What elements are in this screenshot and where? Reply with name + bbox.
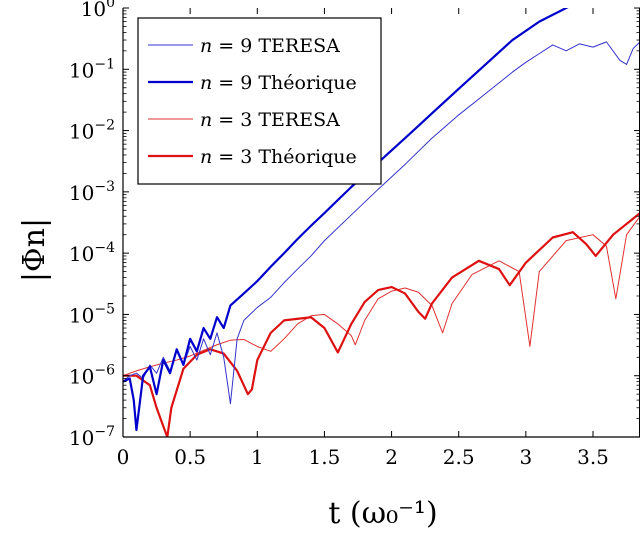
y-tick-exponent: −7 [94,424,115,440]
x-tick-label: 0.5 [174,445,206,469]
x-tick-label: 2.5 [443,445,475,469]
legend-series-text: = 9 Théorique [212,72,357,94]
y-tick-base: 10 [69,58,94,82]
y-tick-base: 10 [81,0,106,21]
x-tick-label: 0 [117,445,130,469]
legend-series-text: = 3 TERESA [212,109,340,131]
legend-n-symbol: n [200,109,212,131]
y-tick-label: 10−6 [69,363,115,389]
x-tick-label: 1 [251,445,264,469]
x-tick-label: 1.5 [309,445,341,469]
x-tick-label: 3.5 [577,445,609,469]
y-tick-label: 10−1 [69,56,115,82]
x-tick-label: 2 [385,445,398,469]
series-line-2 [123,8,569,432]
y-tick-base: 10 [69,242,94,266]
series-line-4 [123,212,640,437]
legend-n-symbol: n [200,72,212,94]
y-tick-base: 10 [69,181,94,205]
series-line-3 [123,215,640,377]
y-tick-label: 10−5 [69,301,115,327]
y-tick-label: 10−3 [69,179,115,205]
legend-n-symbol: n [200,146,212,168]
y-axis-title: |Φn| [17,218,52,282]
legend-label-4: n = 3 Théorique [200,146,357,168]
y-tick-exponent: −2 [94,118,115,134]
y-tick-label: 100 [81,0,115,21]
legend-series-text: = 3 Théorique [212,146,357,168]
y-tick-exponent: 0 [106,0,115,11]
legend-label-2: n = 9 Théorique [200,72,357,94]
y-tick-base: 10 [69,365,94,389]
y-tick-exponent: −5 [94,301,115,317]
y-tick-exponent: −3 [94,179,115,195]
y-tick-base: 10 [69,426,94,450]
y-tick-base: 10 [69,120,94,144]
y-tick-exponent: −6 [94,363,115,379]
legend-series-text: = 9 TERESA [212,35,340,57]
x-axis-title: t (ω₀⁻¹) [328,496,437,531]
y-tick-label: 10−7 [69,424,115,450]
y-tick-label: 10−2 [69,118,115,144]
y-tick-base: 10 [69,303,94,327]
legend-label-1: n = 9 TERESA [200,35,340,57]
y-tick-exponent: −4 [94,240,115,256]
x-tick-label: 3 [519,445,532,469]
legend-n-symbol: n [200,35,212,57]
legend-label-3: n = 3 TERESA [200,109,340,131]
y-tick-label: 10−4 [69,240,115,266]
y-tick-exponent: −1 [94,56,115,72]
